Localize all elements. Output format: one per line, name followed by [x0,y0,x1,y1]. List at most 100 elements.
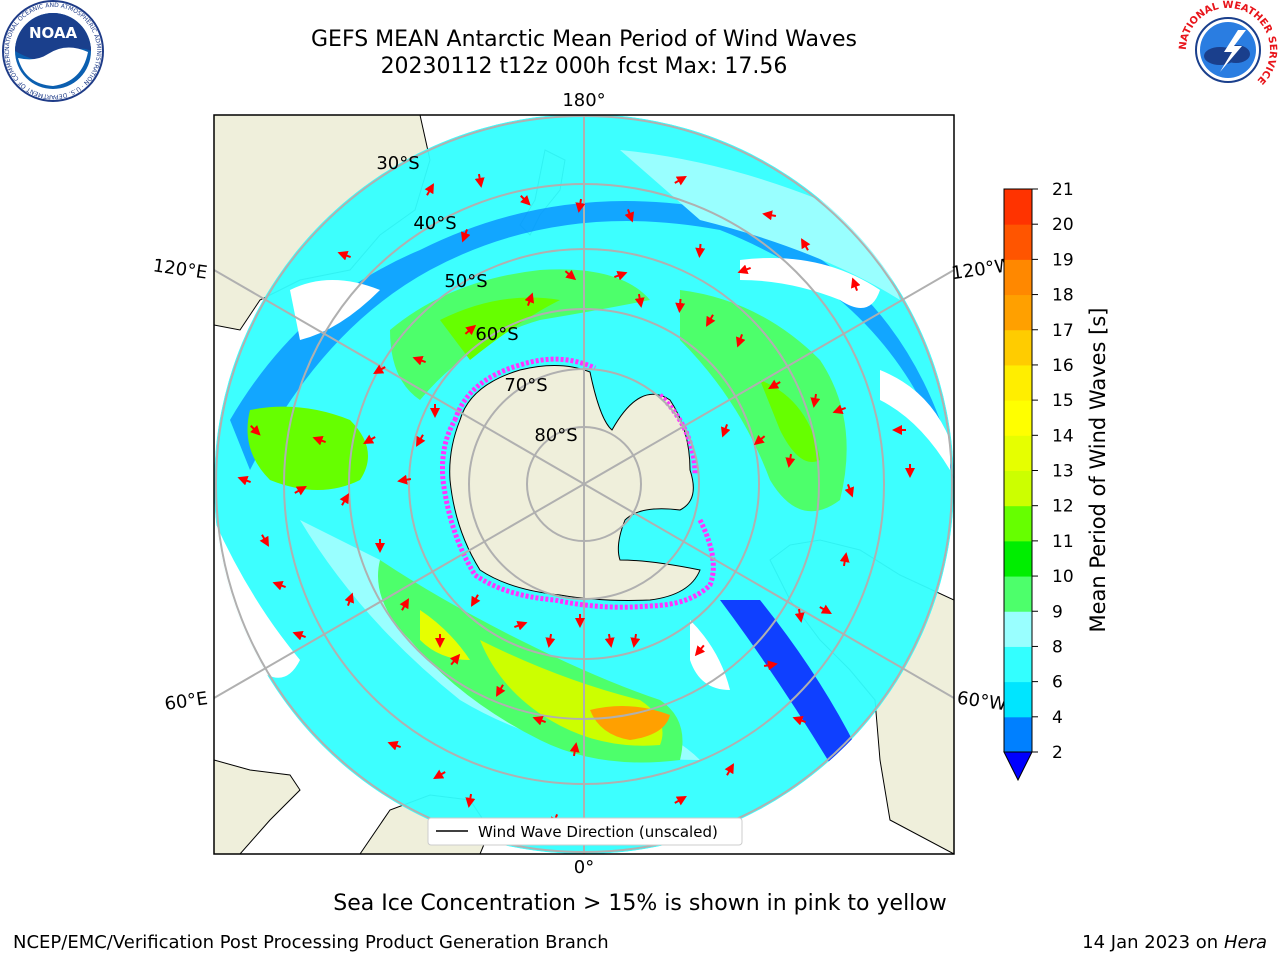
wind-wave-arrow [792,715,806,726]
map-legend: Wind Wave Direction (unscaled) [427,817,743,846]
wind-wave-arrow [520,195,531,206]
map-frame [213,114,955,855]
wind-wave-arrow [832,404,846,415]
colorbar-tick-label: 6 [1052,673,1063,693]
wind-wave-arrow [464,324,477,336]
wind-wave-arrow [724,763,734,776]
colorbar-segment [1004,364,1032,401]
colorbar-label: Mean Period of Wind Waves [s] [1086,307,1110,633]
nws-logo: NATIONAL WEATHER SERVICE [1178,0,1278,98]
footer-date: 14 Jan 2023 on Hera [1082,932,1267,953]
wind-wave-arrow [819,604,832,614]
wave-max-region [590,706,670,740]
wave-band-blue [230,201,954,480]
colorbar-segment [1004,576,1032,612]
colorbar-segment [1004,400,1032,436]
lat-label-80s: 80°S [534,425,577,446]
colorbar-tick-label: 13 [1052,462,1074,482]
colorbar: 2 4 6 8 9 10 11 12 13 14 15 16 17 18 19 20 21 [1003,180,1074,782]
colorbar-segment [1004,611,1032,647]
colorbar-tick-label: 18 [1052,286,1074,306]
wind-wave-arrow [387,740,401,751]
lat-label-30s: 30°S [376,153,419,174]
lon-label-120e: 120°E [152,255,209,283]
lon-label-0: 0° [574,857,594,878]
wind-wave-arrow [614,270,628,281]
colorbar-tick-label: 10 [1052,567,1074,587]
colorbar-tick-label: 21 [1052,180,1074,200]
wind-wave-arrow [312,435,326,446]
colorbar-segment [1004,646,1032,683]
wind-wave-arrow [474,173,485,188]
colorbar-tick-label: 11 [1052,532,1074,552]
wind-wave-arrow [810,393,821,408]
wind-wave-arrow [363,434,376,444]
colorbar-segment [1004,716,1032,753]
wind-wave-arrow [496,684,506,697]
wind-wave-arrow [794,608,805,623]
colorbar-tick-label: 12 [1052,497,1074,517]
wind-wave-arrow [272,580,286,591]
colorbar-segment [1004,505,1032,542]
wind-wave-arrow [694,644,706,657]
wind-wave-arrow [337,250,351,261]
colorbar-tick-label: 8 [1052,637,1063,657]
wind-wave-arrow [768,379,781,389]
wind-wave-arrow [412,355,426,366]
lat-label-40s: 40°S [413,213,456,234]
wind-wave-arrow [339,493,349,506]
wind-wave-arrow [373,364,386,374]
wind-wave-arrow [237,475,251,486]
wind-wave-arrow [624,209,635,223]
colorbar-segment [1004,435,1032,471]
wind-wave-arrow [753,434,766,446]
wind-wave-arrow [735,334,746,348]
wind-wave-arrow [720,424,731,438]
wind-wave-arrow [545,633,556,648]
colorbar-tick-label: 16 [1052,356,1074,376]
wind-wave-arrow [737,264,751,275]
chart-title: GEFS MEAN Antarctic Mean Period of Wind … [311,27,857,52]
colorbar-segment [1004,294,1032,331]
colorbar-tick-label: 15 [1052,391,1074,411]
footer-date-text: 14 Jan 2023 on [1082,932,1219,953]
lon-label-60w: 60°W [956,688,1008,716]
wind-wave-arrow [800,238,811,251]
colorbar-under-arrow [1003,751,1033,782]
wind-wave-arrow [344,592,355,606]
wind-wave-arrow [471,594,481,607]
colorbar-segment [1004,681,1032,718]
wind-wave-arrow [460,229,471,243]
wave-band-dark-blue [720,600,880,800]
colorbar-tick-label: 2 [1052,743,1063,763]
colorbar-segment [1004,329,1032,366]
colorbar-tick-label: 4 [1052,708,1063,728]
wind-wave-arrow [250,425,261,436]
wind-wave-arrow [630,633,641,648]
lat-label-60s: 60°S [475,324,518,345]
footer-credit: NCEP/EMC/Verification Post Processing Pr… [13,932,609,953]
landmass-antarctica [449,364,701,601]
colorbar-segment [1004,224,1032,260]
wind-wave-arrow [399,598,409,611]
wind-wave-arrow [292,630,306,641]
footer-machine: Hera [1223,932,1267,953]
wind-wave-arrow [514,620,528,631]
wind-wave-arrows [237,173,915,828]
wind-wave-arrow [259,534,269,547]
wind-wave-arrow [785,453,796,468]
wind-wave-arrow [844,484,855,498]
wind-wave-arrow [674,796,687,806]
wind-wave-arrow [449,653,461,666]
colorbar-tick-label: 20 [1052,215,1074,235]
wind-wave-arrow [433,769,446,779]
wind-wave-arrow [850,277,861,291]
lon-label-60e: 60°E [163,688,209,715]
wind-wave-arrow [674,176,687,186]
wind-wave-arrow [634,293,645,308]
wind-wave-arrow [424,183,435,196]
wind-wave-arrow [294,486,307,496]
colorbar-tick-label: 17 [1052,321,1074,341]
lat-label-50s: 50°S [444,271,487,292]
